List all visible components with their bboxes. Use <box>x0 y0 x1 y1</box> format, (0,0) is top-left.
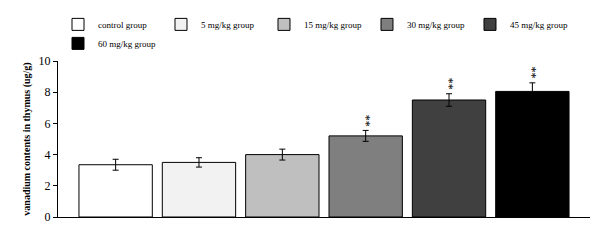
svg-text:8: 8 <box>45 85 51 99</box>
svg-text:0: 0 <box>45 210 51 224</box>
svg-text:4: 4 <box>45 148 51 162</box>
svg-text:2: 2 <box>45 179 51 193</box>
svg-text:**: ** <box>525 66 539 78</box>
svg-text:**: ** <box>359 115 373 127</box>
svg-text:30 mg/kg group: 30 mg/kg group <box>407 20 465 30</box>
svg-text:60 mg/kg group: 60 mg/kg group <box>98 39 156 49</box>
svg-text:10: 10 <box>39 54 51 68</box>
svg-text:6: 6 <box>45 117 51 131</box>
svg-text:**: ** <box>442 78 456 90</box>
svg-text:control group: control group <box>98 20 147 30</box>
svg-text:45 mg/kg group: 45 mg/kg group <box>510 20 568 30</box>
svg-text:vanadium contents in thymus (u: vanadium contents in thymus (ug/g) <box>21 62 33 215</box>
svg-text:15 mg/kg group: 15 mg/kg group <box>304 20 362 30</box>
svg-text:5 mg/kg group: 5 mg/kg group <box>201 20 254 30</box>
